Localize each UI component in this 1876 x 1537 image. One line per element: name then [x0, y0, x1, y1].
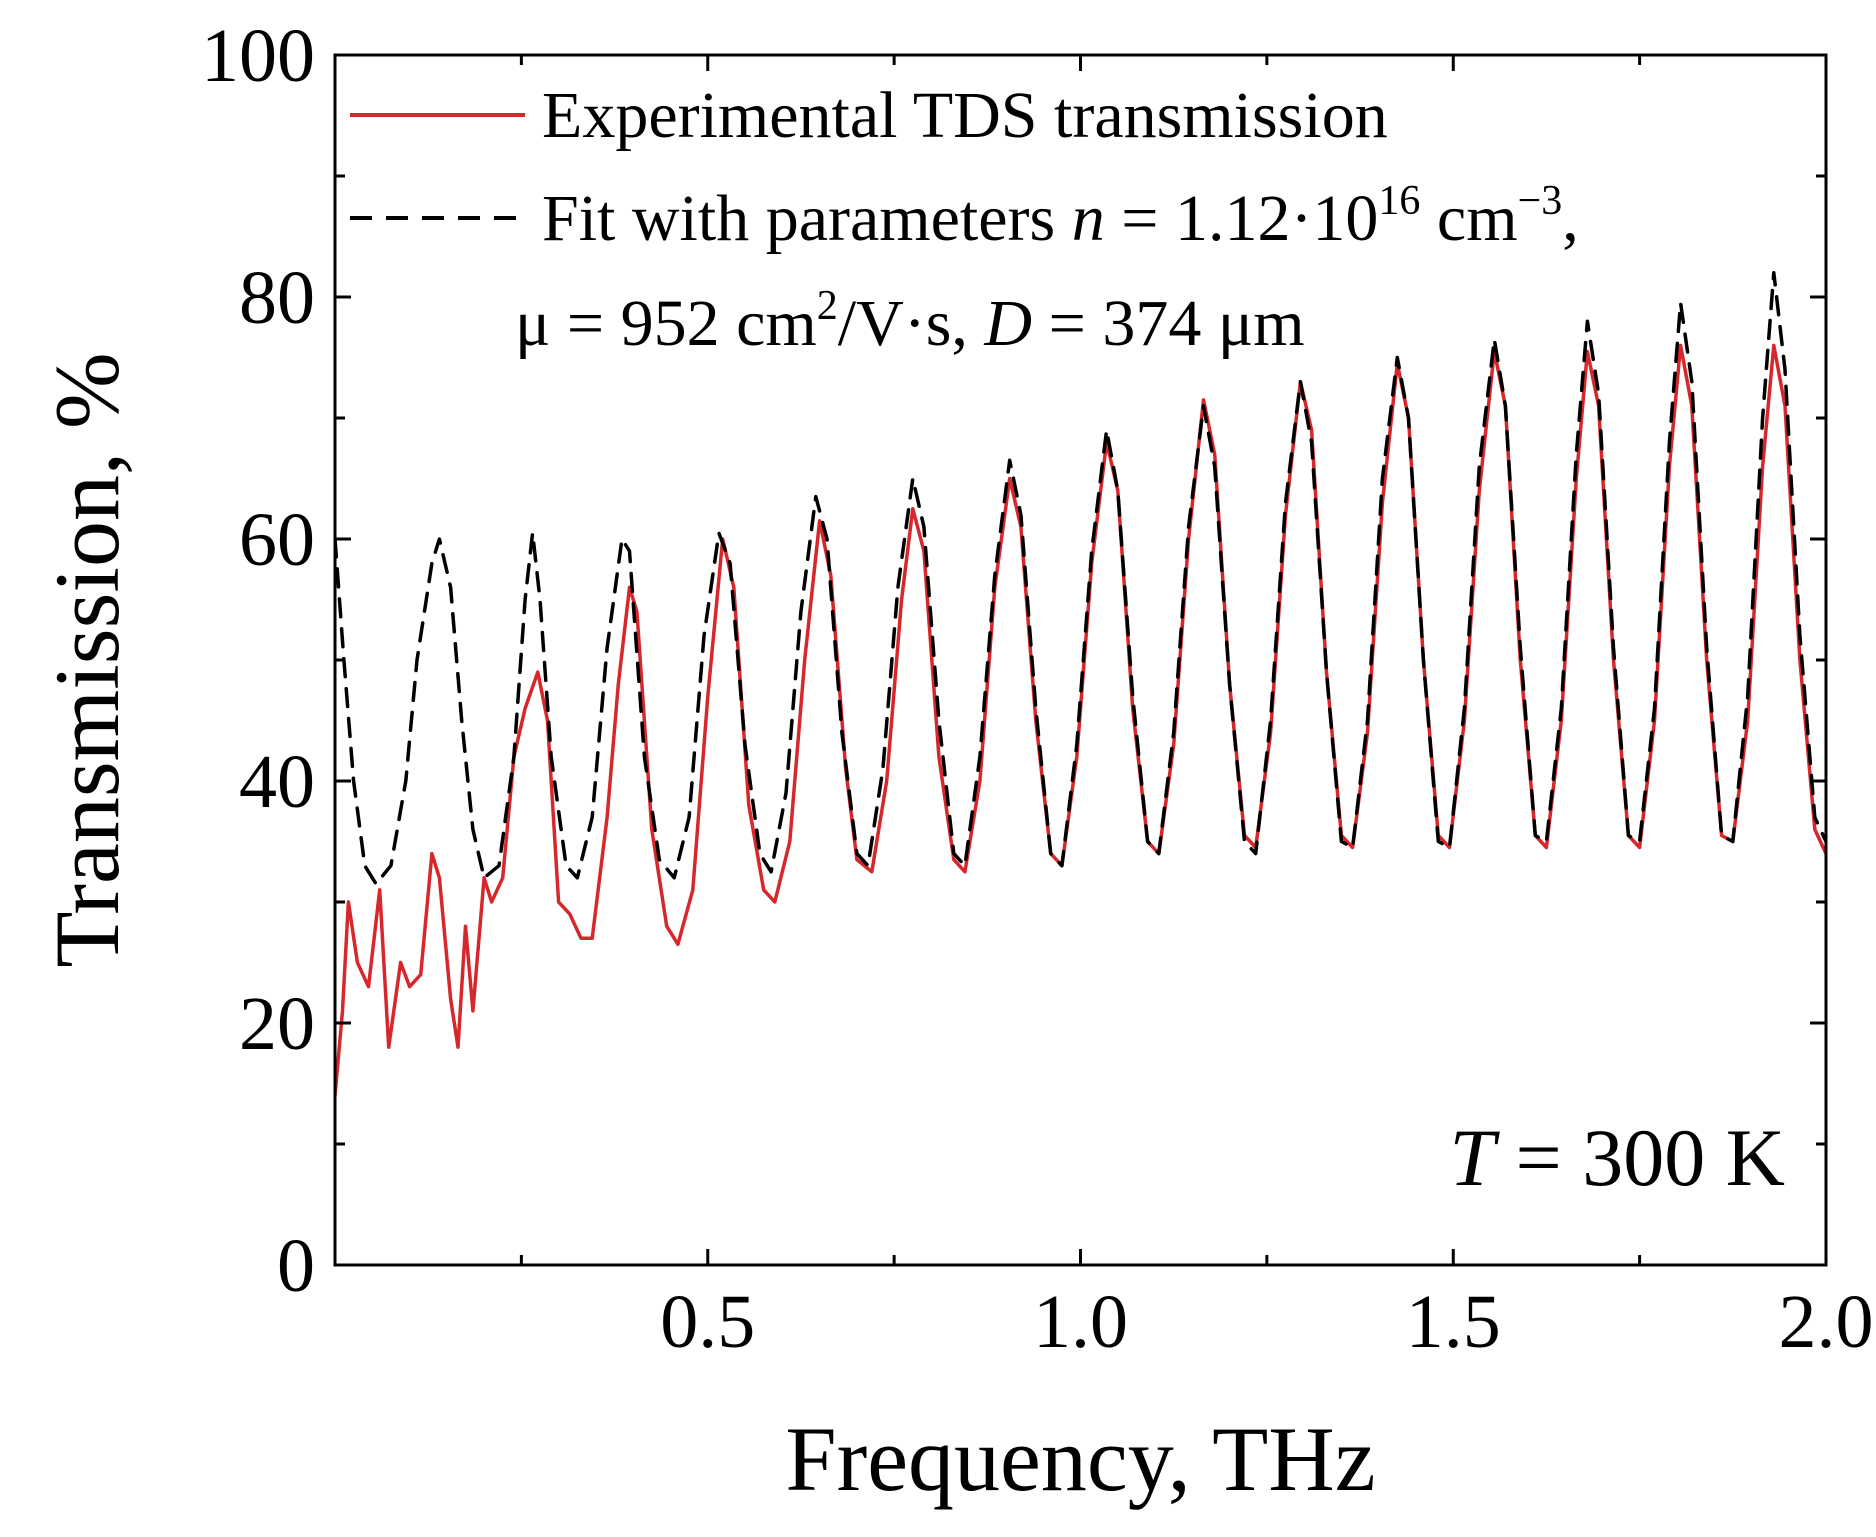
x-tick-label: 1.5	[1406, 1280, 1501, 1364]
y-tick-label: 80	[239, 256, 315, 340]
legend-label-fit-line2: μ = 952 cm2/V·s, D = 374 μm	[515, 283, 1305, 360]
legend-label-fit-line1: Fit with parameters n = 1.12·1016 cm−3,	[542, 178, 1579, 255]
y-tick-label: 20	[239, 982, 315, 1066]
x-tick-label: 1.0	[1033, 1280, 1128, 1364]
x-tick-label: 0.5	[660, 1280, 755, 1364]
fit-mid: = 1.12·10	[1105, 182, 1379, 255]
fit-unit: cm	[1420, 182, 1517, 255]
series-layer	[335, 271, 1826, 1098]
fit-end2: = 374 μm	[1032, 287, 1304, 360]
fit-comma: ,	[1562, 182, 1579, 255]
annotation-text: = 300 K	[1495, 1112, 1785, 1203]
y-tick-label: 0	[277, 1224, 315, 1308]
x-tick-label: 2.0	[1779, 1280, 1874, 1364]
fit-var-n: n	[1072, 182, 1105, 255]
fit-exp-neg3: −3	[1518, 178, 1563, 224]
y-axis-title: Transmission, %	[36, 352, 138, 967]
annotation-var: T	[1449, 1112, 1500, 1203]
fit-prefix: Fit with parameters	[542, 182, 1072, 255]
fit-mu: μ = 952 cm	[515, 287, 817, 360]
y-tick-label: 40	[239, 740, 315, 824]
temperature-annotation: T = 300 K	[1449, 1112, 1785, 1203]
fit-exp2: 2	[817, 283, 838, 329]
fit-exp16: 16	[1378, 178, 1420, 224]
series-line-fit	[335, 271, 1826, 886]
fit-mid2: /V·s,	[838, 287, 985, 360]
y-tick-label: 100	[201, 14, 315, 98]
fit-var-d: D	[983, 287, 1032, 360]
y-tick-label: 60	[239, 498, 315, 582]
labels-layer: 0.5 1.0 1.5 2.0 0 20 40 60 80 100	[201, 14, 1874, 1364]
x-axis-title: Frequency, THz	[785, 1408, 1375, 1510]
legend-label-experimental: Experimental TDS transmission	[542, 79, 1388, 152]
ticks-layer	[335, 53, 1828, 1267]
legend: Experimental TDS transmission Fit with p…	[350, 79, 1579, 360]
